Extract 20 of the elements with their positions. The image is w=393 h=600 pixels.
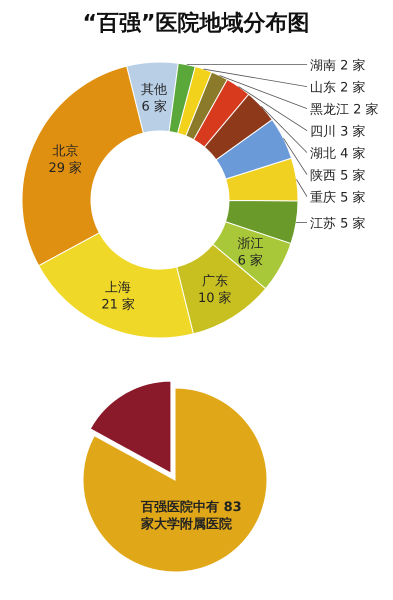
slice-label: 重庆 5 家 [310, 190, 366, 206]
slice-label: 浙江 [237, 236, 264, 252]
slice-label: 其他 [141, 82, 168, 98]
slice-label: 山东 2 家 [310, 80, 366, 96]
slice-label: 湖北 4 家 [310, 146, 366, 162]
data-label: 21 家 [101, 296, 136, 313]
data-label: 10 家 [198, 290, 232, 306]
slice-label: 百强医院中有 83 家大学附属医院 [140, 499, 246, 532]
data-label: 6 家 [238, 252, 264, 268]
slice-label: 北京 [52, 144, 78, 160]
slice-label: 江苏 5 家 [310, 216, 366, 232]
slice-label: 黑龙江 2 家 [310, 102, 379, 118]
slice-label: 陕西 5 家 [310, 168, 366, 184]
slice-label: 上海 [105, 280, 132, 296]
slice-label: 广东 [202, 274, 228, 289]
data-label: 6 家 [142, 98, 167, 115]
slice-label: 湖南 2 家 [310, 58, 366, 74]
chart-title: “百强”医院地域分布图 [82, 11, 310, 36]
data-label: 29 家 [48, 160, 82, 176]
slice-label: 四川 3 家 [310, 124, 366, 140]
